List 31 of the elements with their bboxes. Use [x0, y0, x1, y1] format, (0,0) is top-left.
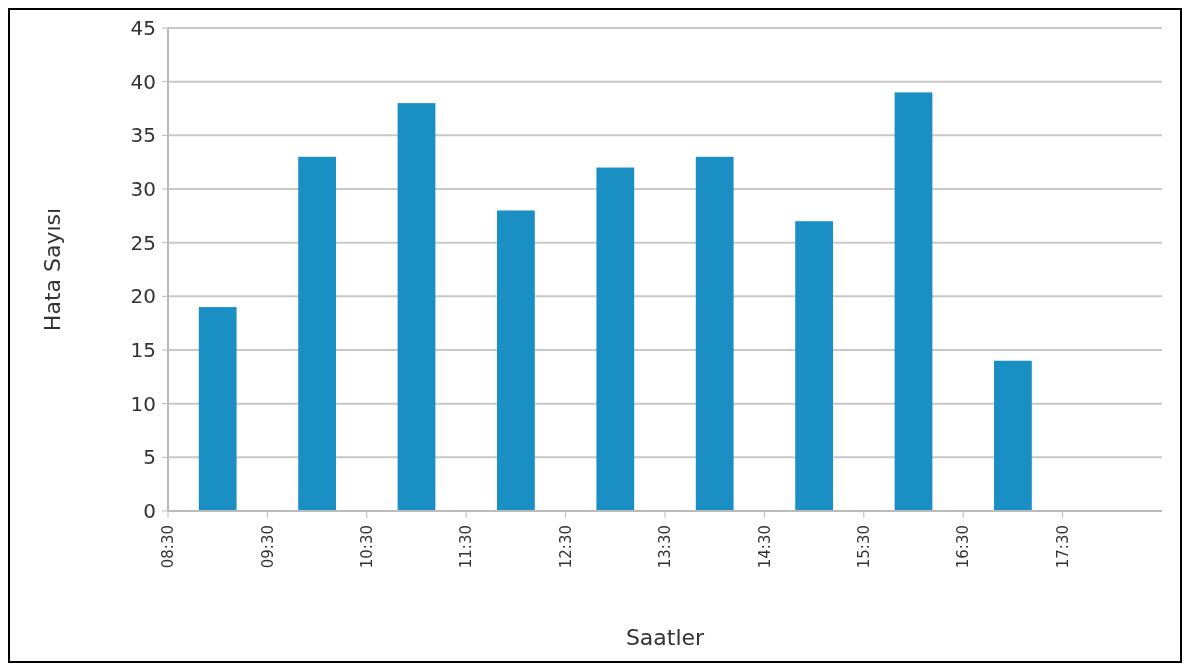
- bar: [298, 156, 336, 511]
- x-tick-label: 15:30: [855, 525, 874, 569]
- x-tick-label: 14:30: [755, 525, 774, 569]
- x-tick-label: 17:30: [1053, 525, 1072, 569]
- y-tick-label: 35: [130, 123, 156, 148]
- y-tick-label: 25: [130, 230, 156, 255]
- x-tick-label: 10:30: [358, 525, 377, 569]
- bar: [795, 221, 833, 511]
- x-axis-title: Saatler: [625, 625, 706, 650]
- bar: [994, 360, 1032, 511]
- x-tick-label: 13:30: [656, 525, 675, 569]
- x-tick-label: 08:30: [159, 525, 178, 569]
- y-tick-label: 45: [130, 16, 156, 40]
- x-tick-label: 09:30: [258, 525, 277, 569]
- x-tick-label: 12:30: [556, 525, 575, 569]
- bar: [497, 210, 535, 511]
- y-tick-label: 20: [130, 284, 156, 309]
- x-tick-label: 16:30: [954, 525, 973, 569]
- bar: [695, 156, 734, 511]
- y-tick-label: 40: [130, 69, 156, 94]
- y-axis-title: Hata Sayısı: [40, 207, 65, 332]
- bar: [894, 92, 933, 511]
- bar: [397, 103, 436, 511]
- y-tick-label: 5: [143, 445, 156, 470]
- bar: [198, 307, 237, 511]
- y-tick-label: 15: [130, 338, 156, 362]
- x-tick-label: 11:30: [457, 525, 476, 569]
- y-tick-label: 30: [130, 177, 156, 201]
- y-tick-label: 10: [130, 391, 156, 416]
- y-tick-label: 0: [143, 499, 156, 523]
- bar: [596, 167, 635, 511]
